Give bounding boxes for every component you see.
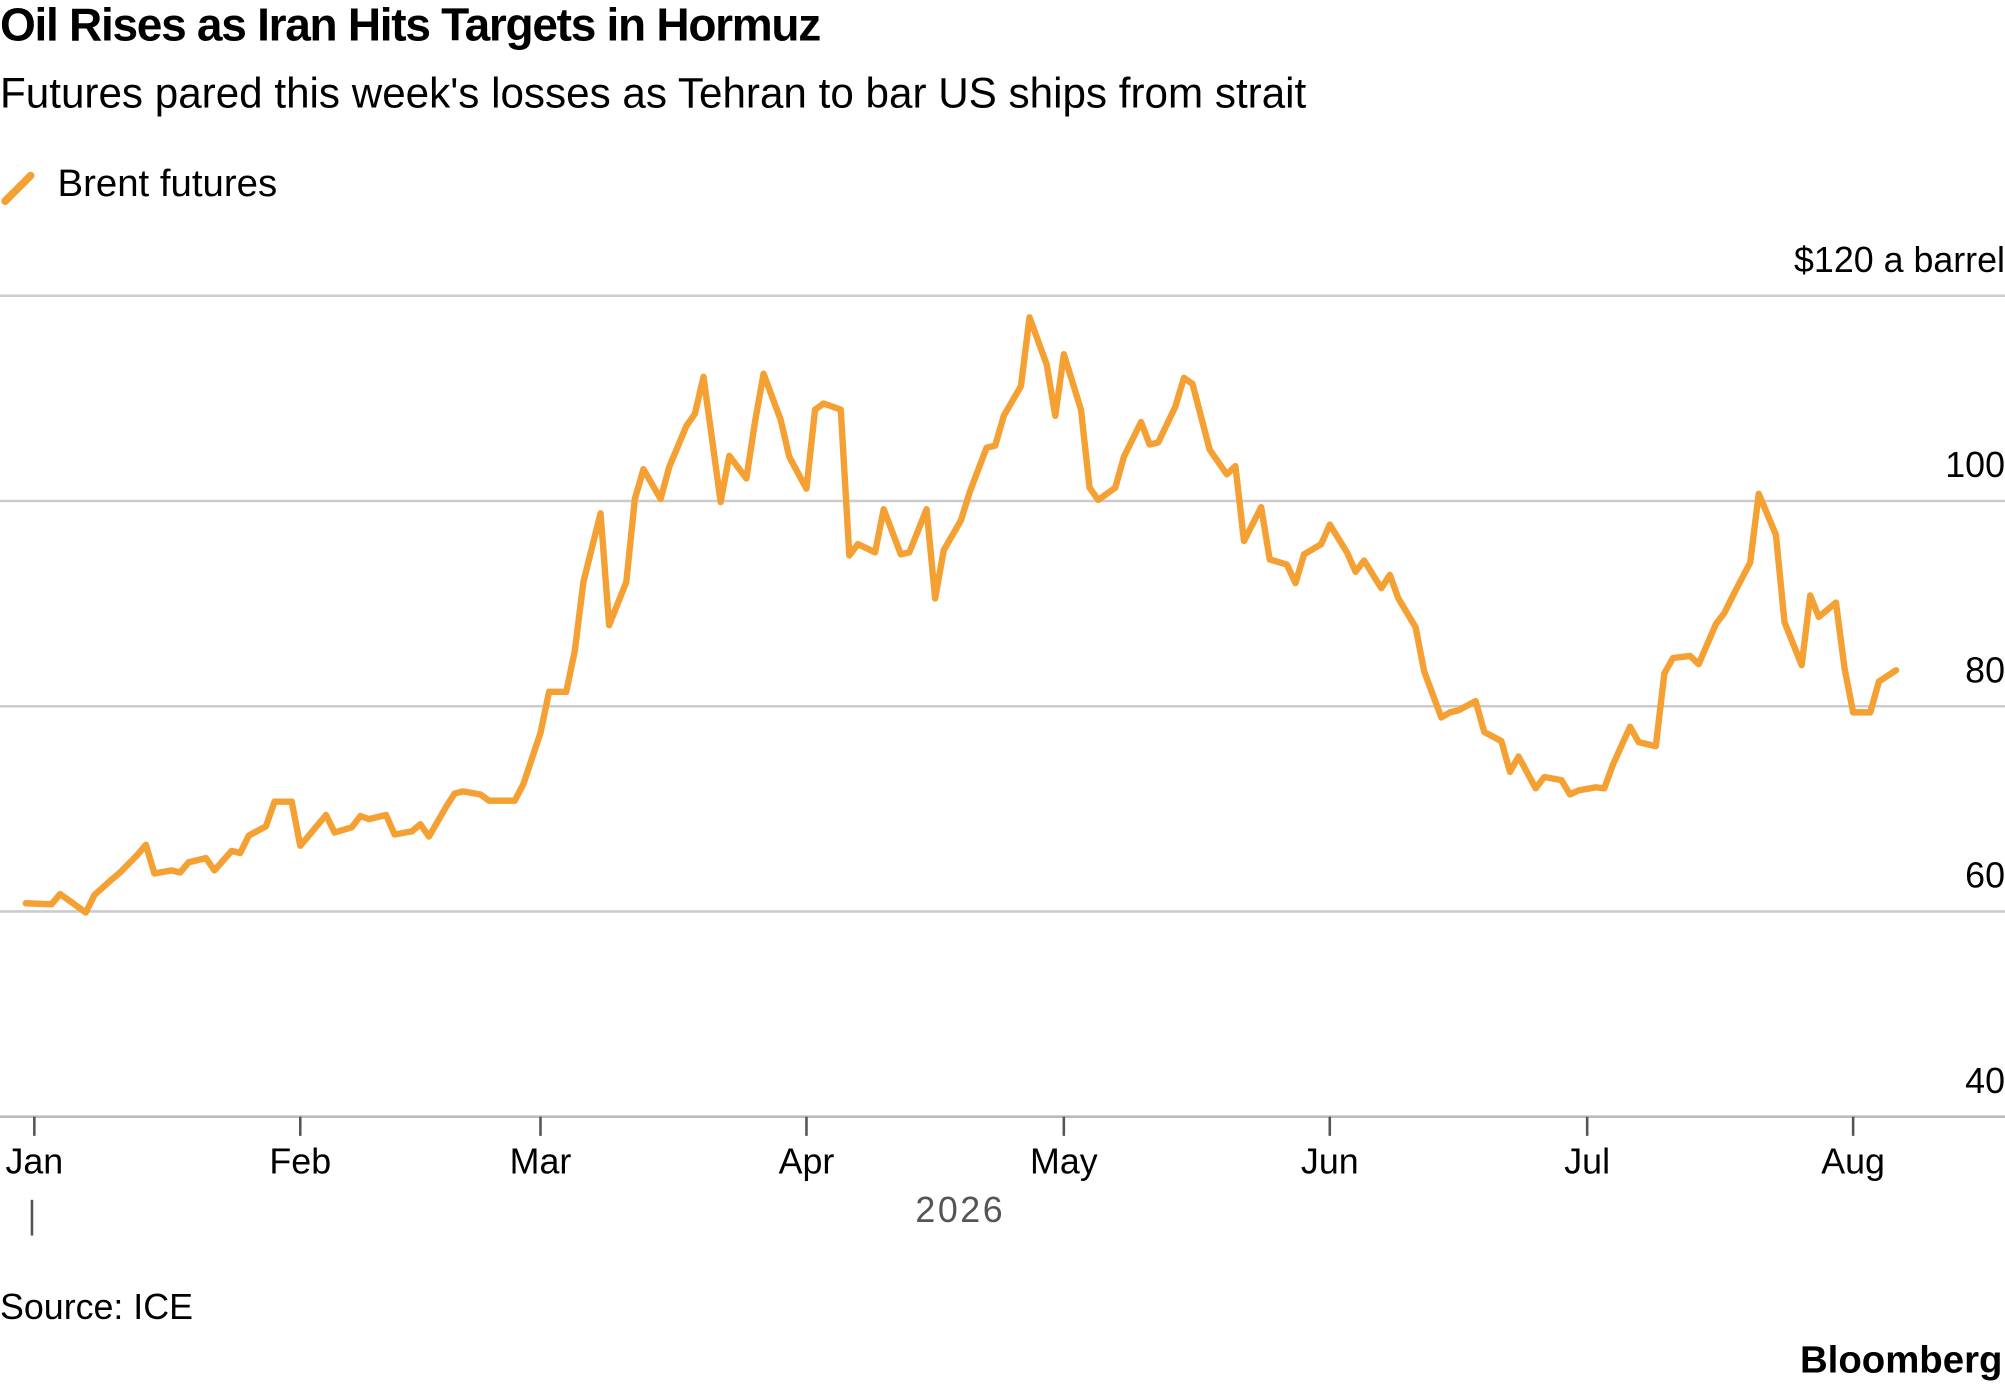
y-tick-label: 100 xyxy=(1945,445,2005,485)
x-tick-label: Jul xyxy=(1564,1141,1610,1181)
y-tick-label: 80 xyxy=(1965,650,2005,690)
plot xyxy=(22,314,1900,916)
legend-swatch xyxy=(1,171,35,205)
y-tick-label: 40 xyxy=(1965,1061,2005,1101)
x-axis-label: 2026 xyxy=(915,1190,1005,1230)
legend-label: Brent futures xyxy=(58,162,278,205)
x-tick-label: Aug xyxy=(1821,1141,1885,1181)
y-tick-label: $120 a barrel xyxy=(1794,240,2005,280)
x-tick-label: Feb xyxy=(269,1141,331,1181)
chart-title: Oil Rises as Iran Hits Targets in Hormuz xyxy=(0,0,820,51)
data-line xyxy=(22,314,1900,916)
x-tick-label: Jun xyxy=(1301,1141,1359,1181)
source: Source: ICE xyxy=(0,1287,193,1327)
brand: Bloomberg xyxy=(1800,1338,2002,1381)
chart-subtitle: Futures pared this week's losses as Tehr… xyxy=(0,69,1307,116)
x-tick-label: Mar xyxy=(510,1141,572,1181)
x-tick-label: May xyxy=(1030,1141,1098,1181)
x-tick-label: Jan xyxy=(5,1141,63,1181)
y-tick-label: 60 xyxy=(1965,856,2005,896)
legend: Brent futures xyxy=(1,162,278,205)
grid: 40 60 80 100 $120 a barrel Jan Feb Mar Apr May Jun… xyxy=(0,240,2005,1181)
x-tick-label: Apr xyxy=(779,1141,835,1181)
